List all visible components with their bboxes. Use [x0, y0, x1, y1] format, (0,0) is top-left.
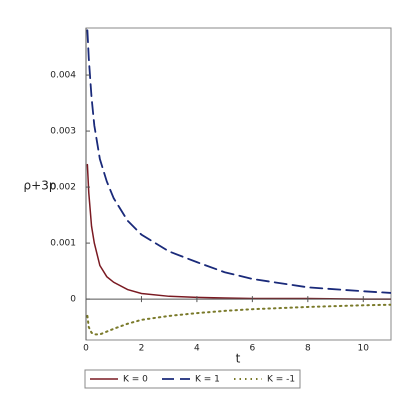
series-line	[86, 303, 391, 336]
y-tick-label: 0.001	[50, 239, 76, 249]
series-line	[86, 163, 391, 300]
x-tick-label: 10	[358, 344, 370, 354]
y-tick-label: 0.003	[50, 127, 76, 137]
plot-frame	[85, 27, 392, 341]
y-tick-label: 0.004	[50, 71, 76, 81]
x-tick-label: 4	[194, 344, 200, 354]
legend-label: K = 1	[195, 375, 220, 385]
legend-label: K = 0	[123, 375, 148, 385]
legend-box	[84, 369, 301, 389]
x-tick-label: 6	[249, 344, 255, 354]
y-tick-label: 0	[70, 295, 76, 305]
x-tick-label: 0	[83, 344, 89, 354]
y-tick-label: 0.002	[50, 183, 76, 193]
x-tick-label: 8	[305, 344, 311, 354]
plot-area	[86, 29, 391, 336]
x-axis-label: t	[236, 352, 241, 366]
legend-label: K = -1	[267, 375, 295, 385]
y-axis-label: ρ+3p	[24, 179, 57, 193]
series-line	[86, 29, 391, 294]
x-tick-label: 2	[139, 344, 145, 354]
